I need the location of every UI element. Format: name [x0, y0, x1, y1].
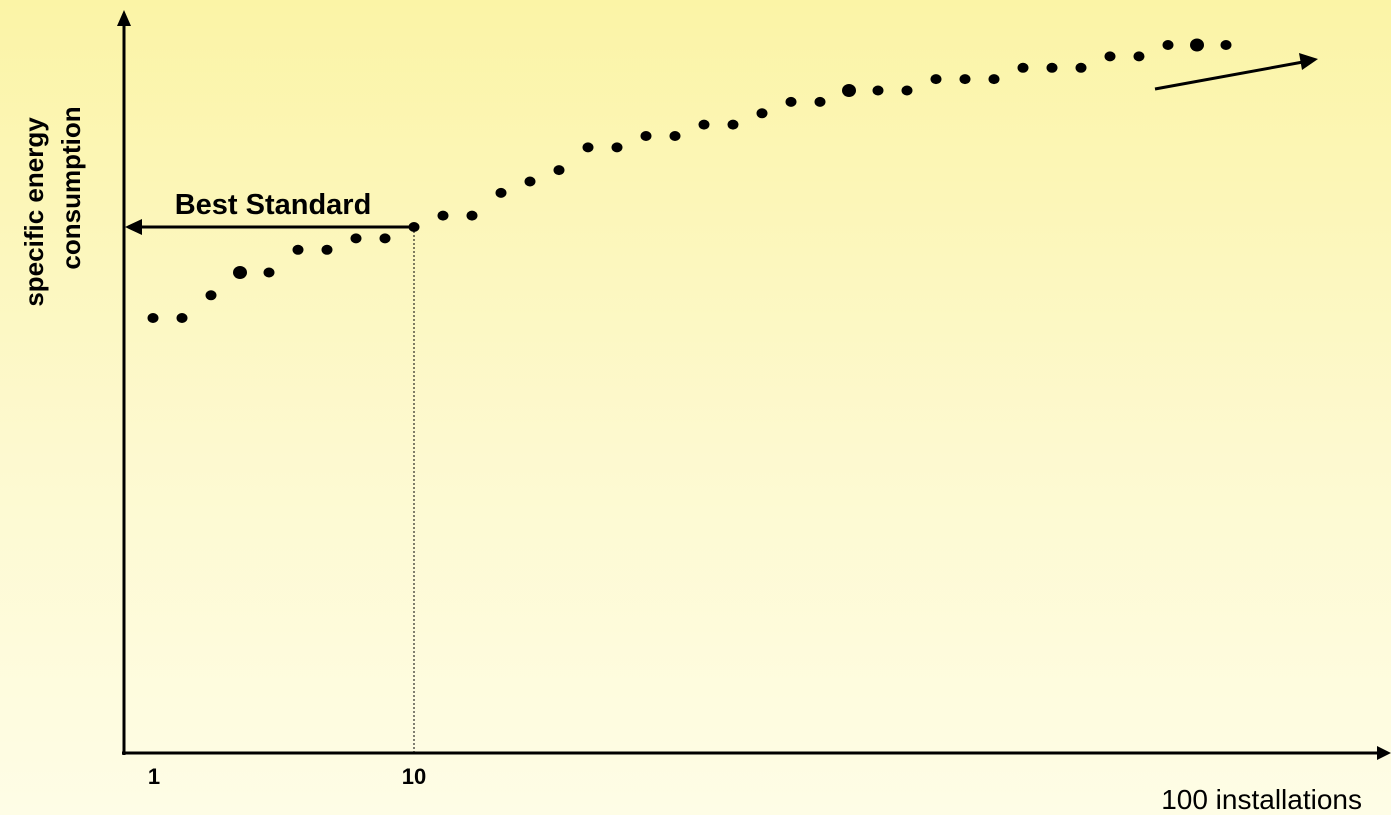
data-point [1162, 40, 1174, 50]
data-point [524, 176, 536, 187]
x-tick-label-1: 1 [148, 764, 160, 789]
data-point [321, 244, 333, 255]
data-point [1075, 62, 1087, 73]
data-point [901, 85, 913, 96]
x-tick-label-10: 10 [402, 764, 426, 789]
data-point [1133, 51, 1145, 62]
data-point [814, 96, 826, 107]
y-axis-label-line2: consumption [56, 106, 86, 269]
data-point [466, 210, 478, 221]
data-point [350, 233, 362, 244]
data-point [553, 165, 565, 176]
data-point [785, 96, 797, 107]
data-point [495, 187, 507, 198]
data-point [1220, 40, 1232, 50]
data-point [233, 266, 247, 279]
data-point [842, 84, 856, 97]
y-axis-label: specific energy consumption [19, 106, 86, 306]
data-point [988, 74, 1000, 85]
data-point [872, 85, 884, 96]
data-point [698, 119, 710, 130]
data-point [727, 119, 739, 130]
data-point [611, 142, 623, 153]
data-point [1190, 38, 1204, 52]
data-point [756, 108, 768, 119]
best-standard-arrowhead-icon [125, 219, 142, 235]
data-point [930, 74, 942, 85]
x-axis-label: 100 installations [1161, 784, 1362, 815]
data-point [959, 74, 971, 85]
data-point [205, 290, 217, 301]
trend-arrow [1154, 60, 1304, 91]
trend-arrowhead-icon [1299, 53, 1318, 70]
data-point [1046, 62, 1058, 73]
y-axis-label-line1: specific energy [19, 117, 49, 307]
data-point [292, 244, 304, 255]
y-axis-arrow-icon [117, 10, 131, 26]
data-points [147, 38, 1232, 323]
data-point [263, 267, 275, 278]
data-point [640, 131, 652, 141]
data-point [408, 222, 420, 232]
x-axis-arrow-icon [1377, 746, 1391, 760]
best-standard-label: Best Standard [175, 189, 372, 221]
data-point [582, 142, 594, 153]
data-point [176, 313, 188, 323]
data-point [1104, 51, 1116, 62]
data-point [1017, 62, 1029, 73]
data-point [147, 313, 159, 323]
data-point [669, 131, 681, 141]
data-point [437, 210, 449, 221]
data-point [379, 233, 391, 244]
